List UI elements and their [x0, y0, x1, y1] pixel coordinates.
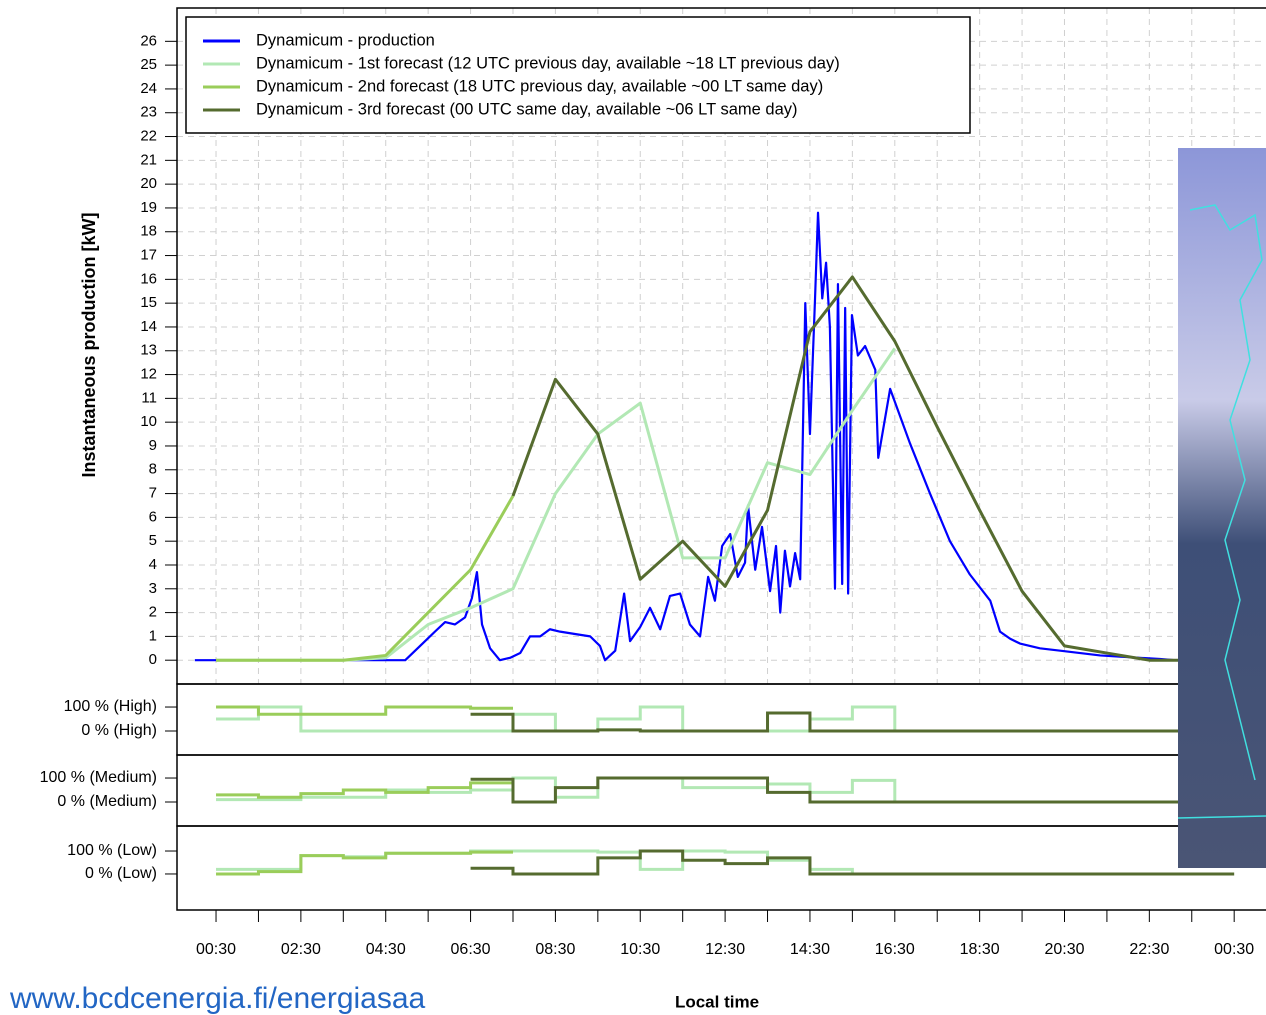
x-tick-label: 00:30	[1214, 941, 1254, 958]
y-tick-label: 23	[140, 104, 157, 121]
y-tick-label: 0 % (Medium)	[57, 793, 157, 810]
y-tick-label: 9	[149, 437, 157, 454]
x-tick-label: 20:30	[1044, 941, 1084, 958]
series-line	[216, 495, 515, 662]
y-tick-label: 22	[140, 128, 157, 145]
legend-label: Dynamicum - 1st forecast (12 UTC previou…	[256, 54, 840, 72]
y-tick-label: 13	[140, 342, 157, 359]
panel-frame	[176, 754, 1266, 827]
x-tick-label: 08:30	[535, 941, 575, 958]
y-tick-label: 12	[140, 366, 157, 383]
legend: Dynamicum - production Dynamicum - 1st fo…	[185, 16, 971, 134]
y-tick-label: 4	[149, 556, 157, 573]
y-tick-label: 25	[140, 56, 157, 73]
y-tick-label: 0 % (Low)	[85, 865, 157, 882]
y-tick-label: 17	[140, 247, 157, 264]
y-tick-label: 24	[140, 80, 157, 97]
y-axis-label: Instantaneous production [kW]	[79, 213, 99, 478]
y-tick-label: 3	[149, 580, 157, 597]
y-tick-label: 100 % (Low)	[67, 842, 157, 859]
x-tick-label: 06:30	[451, 941, 491, 958]
y-tick-label: 11	[141, 389, 157, 406]
x-tick-label: 12:30	[705, 941, 745, 958]
plot-area: 00:30 02:30 04:30 06:30 08:30 10:30 12:30 14:30…	[40, 7, 1266, 958]
y-tick-label: 2	[149, 604, 157, 621]
y-tick-label: 100 % (High)	[64, 698, 157, 715]
step-line	[216, 705, 513, 716]
x-tick-label: 00:30	[196, 941, 236, 958]
coastline	[1189, 204, 1263, 781]
step-line	[216, 850, 513, 876]
step-line	[216, 776, 938, 804]
satellite-backdrop	[1178, 148, 1266, 868]
y-tick-label: 0	[149, 651, 157, 668]
x-tick-label: 22:30	[1129, 941, 1169, 958]
y-tick-label: 8	[149, 461, 157, 478]
step-line	[470, 776, 1235, 804]
x-tick-label: 02:30	[281, 941, 321, 958]
y-tick-label: 16	[140, 270, 157, 287]
x-tick-label: 04:30	[366, 941, 406, 958]
series-line	[511, 275, 1235, 662]
x-tick-label: 16:30	[875, 941, 915, 958]
panel-frame	[176, 683, 1266, 756]
step-line	[470, 849, 1235, 876]
x-tick-label: 18:30	[960, 941, 1000, 958]
legend-label: Dynamicum - 3rd forecast (00 UTC same da…	[256, 100, 798, 118]
y-tick-label: 15	[140, 294, 157, 311]
footer-url: www.bcdcenergia.fi/energiasaa	[9, 982, 426, 1015]
y-tick-label: 20	[140, 175, 157, 192]
step-line	[216, 705, 938, 733]
y-tick-label: 14	[140, 318, 157, 335]
step-line	[470, 711, 1235, 733]
y-tick-label: 0 % (High)	[81, 722, 157, 739]
y-tick-label: 6	[149, 508, 157, 525]
y-tick-label: 18	[140, 223, 157, 240]
x-tick-label: 10:30	[620, 941, 660, 958]
x-axis-label: Local time	[675, 992, 759, 1011]
y-tick-label: 21	[140, 151, 157, 168]
border-line	[1177, 815, 1266, 819]
satellite-image	[1177, 148, 1266, 868]
y-tick-label: 7	[149, 485, 157, 502]
legend-label: Dynamicum - production	[256, 31, 435, 49]
legend-box	[185, 16, 971, 134]
step-line	[216, 781, 513, 799]
y-tick-label: 19	[140, 199, 157, 216]
x-tick-label: 14:30	[790, 941, 830, 958]
y-tick-label: 5	[149, 532, 157, 549]
series-line	[194, 211, 1176, 662]
y-tick-label: 1	[149, 627, 157, 644]
y-tick-label: 10	[140, 413, 157, 430]
y-tick-label: 100 % (Medium)	[40, 769, 157, 786]
legend-label: Dynamicum - 2nd forecast (18 UTC previou…	[256, 77, 823, 95]
y-tick-label: 26	[140, 32, 157, 49]
panel-frame	[176, 825, 1266, 911]
